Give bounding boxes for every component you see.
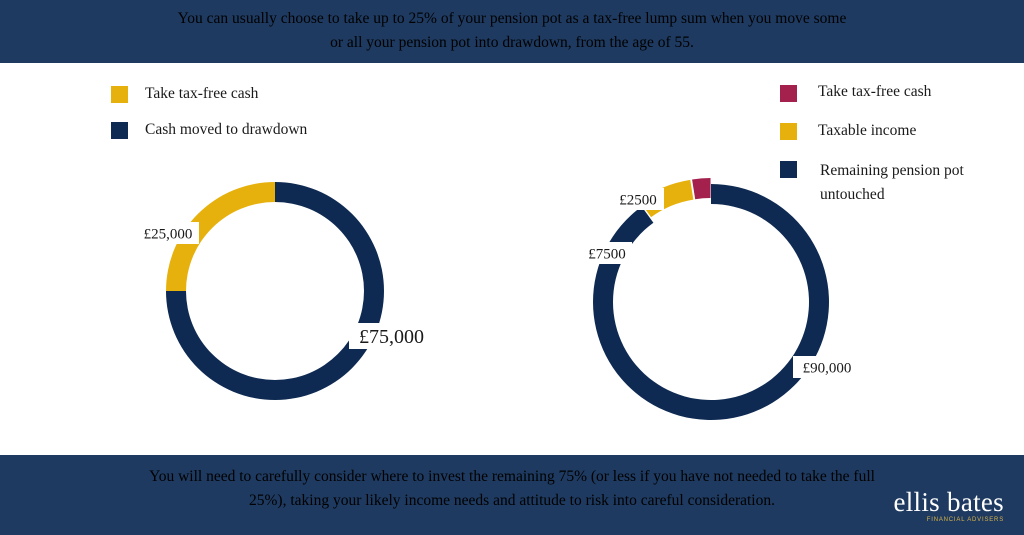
- footer-line-1: You will need to carefully consider wher…: [149, 468, 875, 485]
- legend-swatch-remaining: [780, 161, 797, 178]
- logo-name: ellis bates: [893, 487, 1004, 517]
- footer-text: You will need to carefully consider wher…: [0, 465, 1024, 513]
- donut-2-data-label-2: £7500: [582, 242, 632, 264]
- legend-label-remaining: Remaining pension pot untouched: [820, 162, 964, 203]
- legend-label-tax-free-cash: Take tax-free cash: [145, 85, 259, 102]
- header-banner: [0, 0, 1024, 63]
- footer-banner: [0, 455, 1024, 535]
- donut-1-data-label-text-1: £25,000: [144, 226, 193, 242]
- donut-2-data-label-text-2: £7500: [588, 246, 626, 262]
- logo-tagline: FINANCIAL ADVISERS: [926, 517, 1004, 523]
- header-line-2: or all your pension pot into drawdown, f…: [330, 34, 694, 51]
- footer-line-2: 25%), taking your likely income needs an…: [249, 492, 775, 509]
- donut-1-data-label-1: £25,000: [137, 222, 199, 244]
- legend-swatch-tax-free-cash-2: [780, 85, 797, 102]
- donut-2-data-label-text-3: £90,000: [803, 360, 852, 376]
- legend-label-drawdown: Cash moved to drawdown: [145, 121, 308, 138]
- legend-swatch-drawdown: [111, 122, 128, 139]
- donut-2-data-label-1: £2500: [612, 188, 664, 210]
- legend-swatch-tax-free-cash: [111, 86, 128, 103]
- donut-2-data-label-3: £90,000: [793, 356, 861, 378]
- donut-2-slice-take-tax-free-cash: [692, 178, 711, 200]
- header-text: You can usually choose to take up to 25%…: [0, 7, 1024, 55]
- company-logo: ellis bates FINANCIAL ADVISERS: [893, 488, 1004, 524]
- legend-label-tax-free-cash-2: Take tax-free cash: [818, 83, 932, 100]
- donut-2-data-label-text-1: £2500: [619, 192, 657, 208]
- donut-1-data-label-2: £75,000: [349, 323, 434, 349]
- legend-label-taxable-income: Taxable income: [818, 122, 917, 139]
- header-line-1: You can usually choose to take up to 25%…: [177, 10, 847, 27]
- donut-1-data-label-text-2: £75,000: [359, 326, 424, 348]
- legend-swatch-taxable-income: [780, 123, 797, 140]
- donut-2-slice-remaining-pension-pot-untouched: [593, 184, 829, 420]
